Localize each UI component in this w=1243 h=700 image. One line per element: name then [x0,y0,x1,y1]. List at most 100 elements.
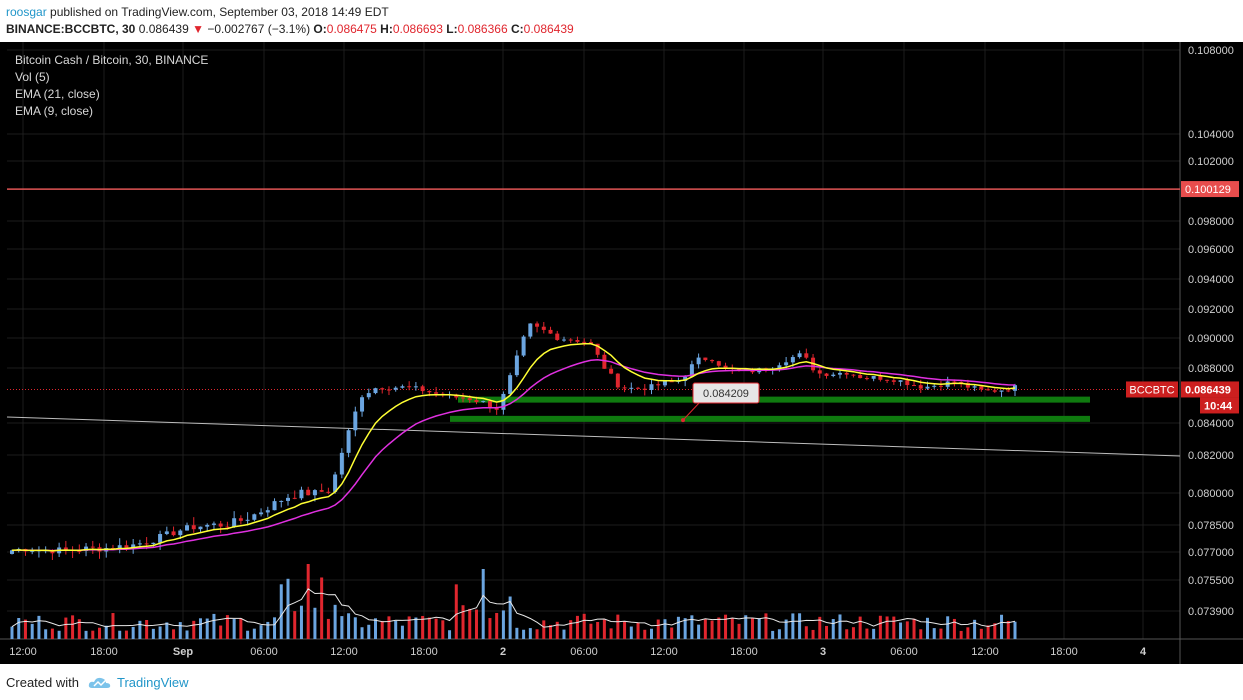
trend-line[interactable] [6,416,1181,457]
ema21-line [11,359,1016,552]
price-tick-label: 0.108000 [1188,45,1234,57]
candle-body [50,550,55,554]
created-with-text: Created with [6,675,79,690]
volume-bar [959,630,963,639]
candle-body [272,501,277,511]
volume-bar [670,627,674,639]
candle-body [292,497,297,499]
price-chart-svg[interactable]: 0.108000 0.104000 0.102000 0.098000 0.096000… [0,42,1243,664]
volume-bar [353,617,357,639]
candle-body [831,374,836,376]
candle-body [420,386,425,392]
volume-bar [360,627,364,639]
volume-bar [724,614,728,639]
annotation-box[interactable] [692,382,760,404]
candle-body [481,401,486,403]
volume-bar [400,625,404,639]
candle-body [649,384,654,391]
candle-body [548,329,553,334]
volume-bar [764,613,768,639]
candle-body [238,518,243,521]
legend-ema21[interactable]: EMA (21, close) [15,87,100,101]
time-tick-label: 06:00 [570,646,598,658]
chart-legend: Bitcoin Cash / Bitcoin, 30, BINANCE Vol … [15,52,208,120]
volume-bar [899,622,903,639]
volume-bar [71,615,75,639]
time-tick-label: 18:00 [410,646,438,658]
candle-body [413,386,418,388]
volume-bar [919,629,923,639]
resistance-tag-label: 0.100129 [1185,184,1231,196]
price-tick-label: 0.078500 [1188,520,1234,532]
candle-body [265,510,270,513]
candle-body [144,543,149,545]
candle-body [461,397,466,399]
candle-body [777,365,782,369]
legend-vol[interactable]: Vol (5) [15,70,50,84]
volume-bar [993,623,997,639]
candle-body [178,530,183,536]
volume-bar [380,620,384,639]
support-zone[interactable] [450,415,1090,422]
candle-body [164,531,169,535]
open-value: 0.086475 [326,22,377,36]
candle-body [185,525,190,531]
volume-bar [885,616,889,639]
tradingview-cloud-icon [88,677,111,688]
volume-bar [279,584,283,639]
chart-area[interactable]: 0.108000 0.104000 0.102000 0.098000 0.096000… [0,42,1243,664]
volume-bar [407,616,411,639]
last-price-tag-label: 0.086439 [1185,384,1231,396]
volume-bar [777,629,781,639]
tradingview-link[interactable]: TradingView [117,675,189,690]
legend-title: Bitcoin Cash / Bitcoin, 30, BINANCE [15,53,209,67]
candle-body [501,393,506,410]
price-tick-label: 0.088000 [1188,363,1234,375]
support-zone[interactable] [458,396,1090,403]
volume-bar [501,610,505,639]
candle-body [824,373,829,376]
volume-bar [394,620,398,639]
volume-bar [474,609,478,639]
volume-bar [57,630,61,639]
volume-ma-line [11,588,1016,628]
candle-body [636,387,641,389]
volume-bar [495,612,499,639]
candle-body [393,387,398,390]
volume-bar [932,628,936,639]
candle-body [541,326,546,330]
candle-body [965,382,970,388]
price-tick-label: 0.073900 [1188,606,1234,618]
candle-body [198,526,203,530]
ohlc-line: BINANCE:BCCBTC, 30 0.086439 ▼ −0.002767 … [6,22,574,36]
candle-body [84,546,89,551]
volume-bar [273,617,277,639]
volume-bar [831,619,835,639]
time-tick-label: 18:00 [730,646,758,658]
candles [10,321,1017,560]
candle-body [622,387,627,389]
volume-bar [481,569,485,639]
volume-bar [730,618,734,639]
volume-bar [892,616,896,639]
volume-bar [374,618,378,639]
volume-bar [10,626,14,639]
candle-body [790,357,795,363]
volume-bar [522,629,526,639]
author-link[interactable]: roosgar [6,5,47,19]
volume-bar [293,611,297,639]
candle-body [912,385,917,387]
time-tick-label: 12:00 [9,646,37,658]
volume-bar [131,626,135,639]
price-tick-label: 0.098000 [1188,216,1234,228]
candle-body [528,323,533,337]
candle-body [669,381,674,383]
chart-header: roosgar published on TradingView.com, Se… [0,0,1243,42]
annotation-pointer [682,401,701,421]
publish-line: roosgar published on TradingView.com, Se… [6,5,389,19]
candle-body [259,512,264,515]
close-value: 0.086439 [523,22,574,36]
volume-bar [575,615,579,639]
high-label: H: [380,22,393,36]
legend-ema9[interactable]: EMA (9, close) [15,104,94,118]
